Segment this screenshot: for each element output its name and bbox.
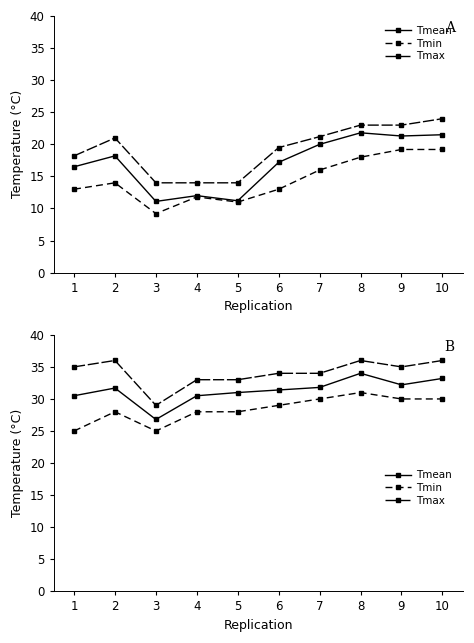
Tmin <box>358 388 364 396</box>
Tmean <box>358 129 364 137</box>
Legend: Tmean, Tmin, Tmax: Tmean, Tmin, Tmax <box>383 468 454 508</box>
Tmean <box>276 386 282 394</box>
Tmin <box>399 395 404 403</box>
Tmin <box>112 408 118 415</box>
Tmax <box>276 143 282 151</box>
Tmin <box>276 185 282 193</box>
Text: A: A <box>445 21 455 35</box>
Tmean <box>71 163 77 170</box>
Tmax <box>399 363 404 371</box>
Legend: Tmean, Tmin, Tmax: Tmean, Tmin, Tmax <box>383 24 454 63</box>
Tmin <box>194 408 200 415</box>
Tmean <box>439 131 445 139</box>
Tmin <box>235 198 241 206</box>
Tmean <box>399 132 404 140</box>
Tmean <box>317 384 322 392</box>
Tmean <box>235 388 241 396</box>
Tmax <box>112 357 118 365</box>
Tmean <box>439 375 445 383</box>
Tmax <box>317 133 322 141</box>
Tmax <box>71 363 77 371</box>
Text: B: B <box>445 340 455 354</box>
Y-axis label: Temperature (°C): Temperature (°C) <box>11 90 24 199</box>
Tmean <box>194 392 200 399</box>
Tmin <box>71 427 77 435</box>
Line: Tmin: Tmin <box>72 390 445 433</box>
Tmean <box>112 152 118 159</box>
Line: Tmax: Tmax <box>72 116 445 185</box>
Tmax <box>153 179 159 186</box>
Tmean <box>276 158 282 166</box>
Tmax <box>112 134 118 142</box>
Tmean <box>194 192 200 199</box>
Tmean <box>317 140 322 148</box>
Tmin <box>71 185 77 193</box>
X-axis label: Replication: Replication <box>223 300 293 313</box>
Tmax <box>71 152 77 159</box>
Tmax <box>276 370 282 377</box>
Tmin <box>439 145 445 153</box>
Tmax <box>358 122 364 129</box>
Tmean <box>112 385 118 392</box>
Tmin <box>399 145 404 153</box>
Tmin <box>235 408 241 415</box>
Tmin <box>439 395 445 403</box>
Tmin <box>194 193 200 201</box>
Tmin <box>153 427 159 435</box>
Tmean <box>399 381 404 389</box>
Tmean <box>358 370 364 377</box>
Tmax <box>235 376 241 384</box>
Tmin <box>276 401 282 409</box>
Line: Tmax: Tmax <box>72 358 445 408</box>
Tmax <box>317 370 322 377</box>
Tmax <box>439 357 445 365</box>
Tmax <box>399 122 404 129</box>
Tmax <box>358 357 364 365</box>
Tmin <box>358 153 364 161</box>
Line: Tmin: Tmin <box>72 147 445 216</box>
Tmean <box>153 415 159 423</box>
Line: Tmean: Tmean <box>72 371 445 422</box>
X-axis label: Replication: Replication <box>223 619 293 632</box>
Tmax <box>235 179 241 186</box>
Tmean <box>153 197 159 205</box>
Tmax <box>194 376 200 384</box>
Tmin <box>317 395 322 403</box>
Tmean <box>235 197 241 204</box>
Tmean <box>71 392 77 399</box>
Tmax <box>194 179 200 186</box>
Tmin <box>153 210 159 217</box>
Tmax <box>439 115 445 123</box>
Line: Tmean: Tmean <box>72 131 445 204</box>
Tmin <box>317 166 322 174</box>
Y-axis label: Temperature (°C): Temperature (°C) <box>11 409 24 517</box>
Tmax <box>153 401 159 409</box>
Tmin <box>112 179 118 186</box>
